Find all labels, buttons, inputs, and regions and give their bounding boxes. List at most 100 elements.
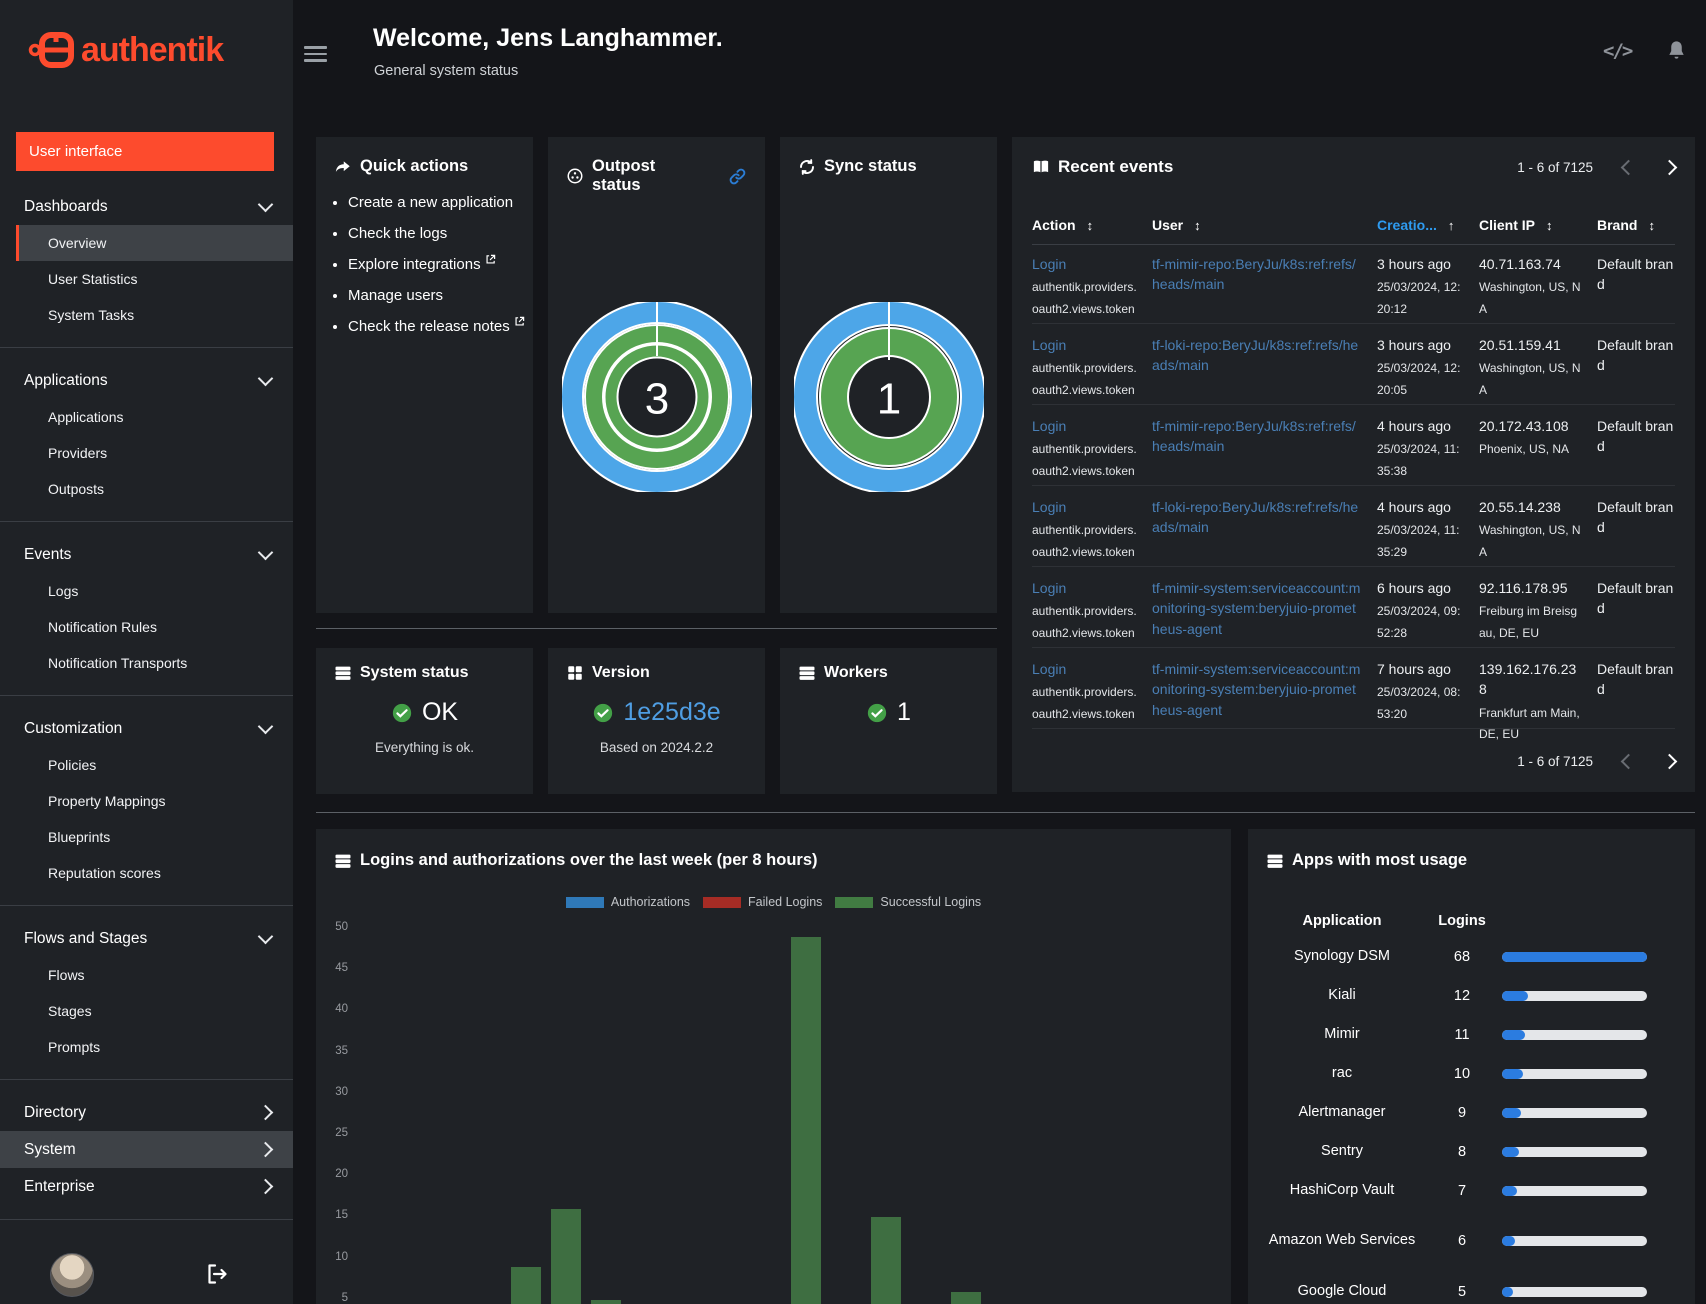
pagination-top: 1 - 6 of 7125 xyxy=(1517,159,1678,175)
sidebar-item-enterprise[interactable]: Enterprise xyxy=(0,1168,293,1205)
apps-usage-header: Apps with most usage xyxy=(1248,829,1695,870)
divider xyxy=(0,695,293,696)
sort-icon: ↕ xyxy=(1086,217,1094,233)
quick-action-check-logs[interactable]: Check the logs xyxy=(348,223,533,244)
legend-item-successful-logins: Successful Logins xyxy=(835,895,981,909)
sidebar-item-system-tasks[interactable]: System Tasks xyxy=(48,307,135,323)
sidebar-section-events[interactable]: Events xyxy=(0,536,293,573)
pagination-bottom: 1 - 6 of 7125 xyxy=(1517,753,1678,770)
chart-legend: Authorizations Failed Logins Successful … xyxy=(316,895,1231,909)
divider xyxy=(0,347,293,348)
divider xyxy=(0,905,293,906)
sidebar-item-blueprints[interactable]: Blueprints xyxy=(48,829,111,845)
check-circle-icon xyxy=(594,703,613,722)
column-header-action[interactable]: Action ↕ xyxy=(1032,217,1094,233)
link-icon[interactable] xyxy=(728,167,747,186)
sidebar-item-policies[interactable]: Policies xyxy=(48,757,97,773)
pagination-prev-icon[interactable] xyxy=(1620,753,1637,770)
events-table-body: Login authentik.providers.oauth2.views.to… xyxy=(1032,243,1675,741)
sidebar-item-outposts[interactable]: Outposts xyxy=(48,481,105,497)
chevron-down-icon xyxy=(257,196,274,213)
event-user-link[interactable]: tf-mimir-system:serviceaccount:monitorin… xyxy=(1152,580,1361,637)
user-interface-button[interactable]: User interface xyxy=(16,132,274,171)
column-header-creation[interactable]: Creatio... ↑ xyxy=(1377,217,1455,233)
event-action-link[interactable]: Login xyxy=(1032,661,1067,677)
sidebar-item-property-mappings[interactable]: Property Mappings xyxy=(48,793,166,809)
event-user-link[interactable]: tf-loki-repo:BeryJu/k8s:ref:refs/heads/m… xyxy=(1152,499,1359,536)
version-value: 1e25d3e xyxy=(548,698,765,727)
quick-action-create-application[interactable]: Create a new application xyxy=(348,192,533,213)
sync-count: 1 xyxy=(876,375,900,424)
sidebar-section-dashboards[interactable]: Dashboards xyxy=(0,188,293,225)
main-area: Welcome, Jens Langhammer. General system… xyxy=(293,0,1706,1304)
quick-action-explore-integrations[interactable]: Explore integrations xyxy=(348,254,533,275)
authentik-logo-icon xyxy=(28,32,74,68)
y-axis-tick-label: 20 xyxy=(335,1168,348,1181)
sidebar-item-applications[interactable]: Applications xyxy=(48,409,124,425)
event-user-link[interactable]: tf-mimir-repo:BeryJu/k8s:ref:refs/heads/… xyxy=(1152,256,1356,293)
sort-icon: ↕ xyxy=(1546,217,1553,233)
event-relative-time: 3 hours ago xyxy=(1377,256,1451,272)
outpost-count: 3 xyxy=(644,375,668,424)
event-user-link[interactable]: tf-mimir-repo:BeryJu/k8s:ref:refs/heads/… xyxy=(1152,418,1356,455)
event-action-link[interactable]: Login xyxy=(1032,580,1067,596)
event-action-link[interactable]: Login xyxy=(1032,418,1067,434)
event-user-link[interactable]: tf-mimir-system:serviceaccount:monitorin… xyxy=(1152,661,1361,718)
avatar[interactable] xyxy=(50,1253,94,1297)
sidebar-item-notification-rules[interactable]: Notification Rules xyxy=(48,619,157,635)
sidebar-item-flows[interactable]: Flows xyxy=(48,967,85,983)
y-axis-tick-label: 15 xyxy=(335,1209,348,1222)
event-user-link[interactable]: tf-loki-repo:BeryJu/k8s:ref:refs/heads/m… xyxy=(1152,337,1359,374)
app-usage-row: Amazon Web Services 6 xyxy=(1262,1210,1681,1272)
legend-item-failed-logins: Failed Logins xyxy=(703,895,822,909)
event-action-link[interactable]: Login xyxy=(1032,499,1067,515)
quick-actions-card: Quick actions Create a new application C… xyxy=(316,137,533,613)
event-brand: Default brand xyxy=(1597,256,1674,293)
pagination-next-icon[interactable] xyxy=(1661,753,1678,770)
menu-toggle-icon[interactable] xyxy=(304,46,327,66)
sidebar-item-notification-transports[interactable]: Notification Transports xyxy=(48,655,188,671)
sidebar-item-directory[interactable]: Directory xyxy=(0,1094,293,1131)
sync-status-card: Sync status 1 xyxy=(780,137,997,613)
event-relative-time: 6 hours ago xyxy=(1377,580,1451,596)
version-link[interactable]: 1e25d3e xyxy=(623,698,721,726)
chevron-down-icon xyxy=(257,370,274,387)
sidebar-item-logs[interactable]: Logs xyxy=(48,583,79,599)
event-action-detail: authentik.providers.oauth2.views.token xyxy=(1032,442,1137,478)
sort-asc-icon: ↑ xyxy=(1447,217,1455,233)
column-header-user[interactable]: User ↕ xyxy=(1152,217,1201,233)
sidebar-item-stages[interactable]: Stages xyxy=(48,1003,92,1019)
sidebar-section-customization[interactable]: Customization xyxy=(0,710,293,747)
recent-events-card: Recent events 1 - 6 of 7125 Action ↕ User… xyxy=(1012,137,1695,792)
chevron-down-icon xyxy=(257,718,274,735)
sidebar-section-flows-and-stages[interactable]: Flows and Stages xyxy=(0,920,293,957)
event-location: Washington, US, NA xyxy=(1479,523,1581,559)
sidebar-item-prompts[interactable]: Prompts xyxy=(48,1039,101,1055)
logins-chart-card: Logins and authorizations over the last … xyxy=(316,829,1231,1304)
event-action-link[interactable]: Login xyxy=(1032,256,1067,272)
sidebar-item-reputation-scores[interactable]: Reputation scores xyxy=(48,865,161,881)
notifications-bell-icon[interactable] xyxy=(1665,39,1688,62)
logout-icon[interactable] xyxy=(205,1262,229,1286)
column-header-client-ip[interactable]: Client IP ↕ xyxy=(1479,217,1553,233)
sync-status-donut: 1 xyxy=(793,302,984,492)
sidebar-item-system[interactable]: System xyxy=(0,1131,293,1168)
sidebar-item-overview[interactable]: Overview xyxy=(16,225,293,261)
check-circle-icon xyxy=(867,703,887,722)
sidebar-item-providers[interactable]: Providers xyxy=(48,445,108,461)
sidebar-item-user-statistics[interactable]: User Statistics xyxy=(48,271,138,287)
quick-action-release-notes[interactable]: Check the release notes xyxy=(348,316,533,337)
quick-action-manage-users[interactable]: Manage users xyxy=(348,285,533,306)
sidebar-section-applications[interactable]: Applications xyxy=(0,362,293,399)
event-action-link[interactable]: Login xyxy=(1032,337,1067,353)
api-code-icon[interactable]: </> xyxy=(1603,40,1633,62)
chevron-down-icon xyxy=(257,928,274,945)
divider xyxy=(316,812,1695,813)
pagination-prev-icon[interactable] xyxy=(1620,159,1637,175)
sync-status-header: Sync status xyxy=(780,137,997,176)
event-row: Login authentik.providers.oauth2.views.to… xyxy=(1032,405,1675,486)
external-link-icon xyxy=(486,254,495,264)
pagination-next-icon[interactable] xyxy=(1661,159,1678,175)
event-client-ip: 20.172.43.108 xyxy=(1479,418,1569,434)
column-header-brand[interactable]: Brand ↕ xyxy=(1597,217,1655,233)
